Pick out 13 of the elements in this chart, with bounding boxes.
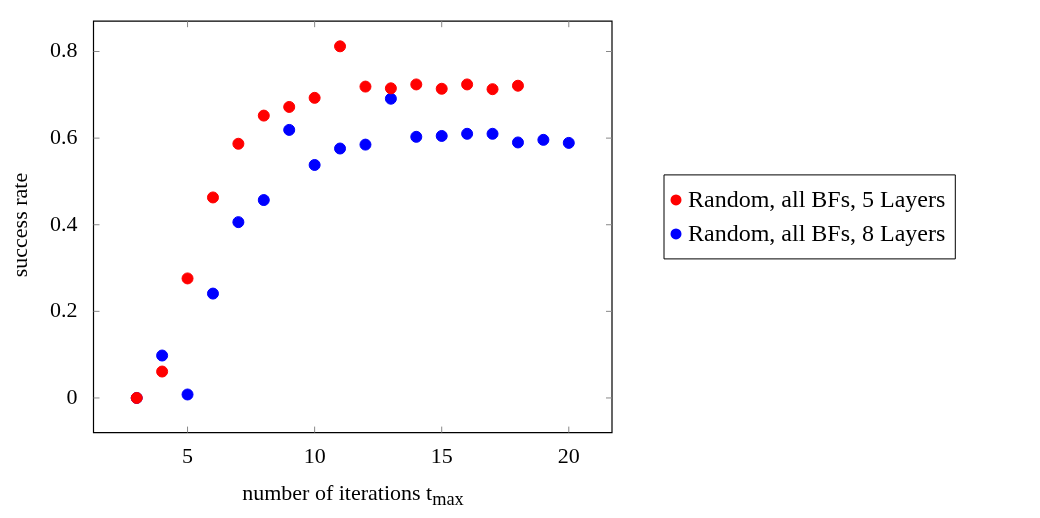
legend-label: Random, all BFs, 8 Layers xyxy=(688,220,946,247)
x-axis-title: number of iterations t$_{max}$ xyxy=(241,480,465,511)
y-tick-label: 0.6 xyxy=(50,123,78,149)
x-tick-label: 5 xyxy=(182,442,194,468)
y-tick-label: 0.8 xyxy=(50,37,78,63)
y-tick-label: 0.2 xyxy=(50,297,78,323)
y-axis-title: success rate xyxy=(7,171,33,280)
x-tick-label: 20 xyxy=(557,442,580,468)
y-tick-label: 0 xyxy=(66,383,78,409)
y-tick-label: 0.4 xyxy=(50,210,78,236)
x-tick-label: 10 xyxy=(303,442,326,468)
legend-label: Random, all BFs, 5 Layers xyxy=(688,186,946,213)
x-tick-label: 15 xyxy=(430,442,453,468)
